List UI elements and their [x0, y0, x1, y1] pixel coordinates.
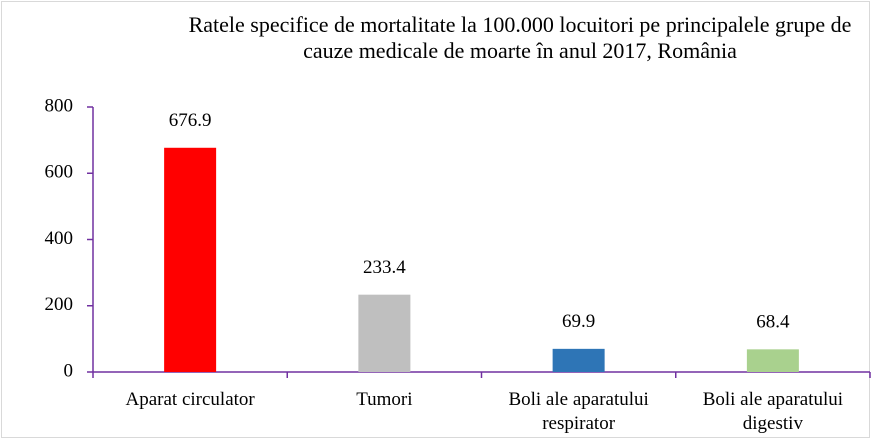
y-tick-label: 600 [45, 162, 74, 183]
y-tick-label: 800 [45, 95, 74, 116]
value-label: 676.9 [169, 110, 212, 131]
y-tick-label: 400 [45, 228, 74, 249]
value-label: 69.9 [562, 311, 595, 332]
y-tick-label: 0 [64, 360, 74, 381]
bar [358, 294, 411, 372]
y-tick-label: 200 [45, 294, 74, 315]
x-tick-label: Aparat circulator [125, 389, 255, 410]
chart-title: Ratele specifice de mortalitate la 100.0… [188, 12, 852, 63]
value-label: 68.4 [756, 312, 790, 333]
bar [164, 147, 217, 372]
value-label: 233.4 [363, 257, 406, 278]
bar [746, 349, 799, 372]
x-tick-label: Tumori [356, 389, 413, 410]
x-tick-label: Boli ale aparatului respirator [508, 389, 649, 434]
bar [552, 348, 605, 372]
x-tick-label: Boli ale aparatului digestiv [702, 389, 844, 434]
